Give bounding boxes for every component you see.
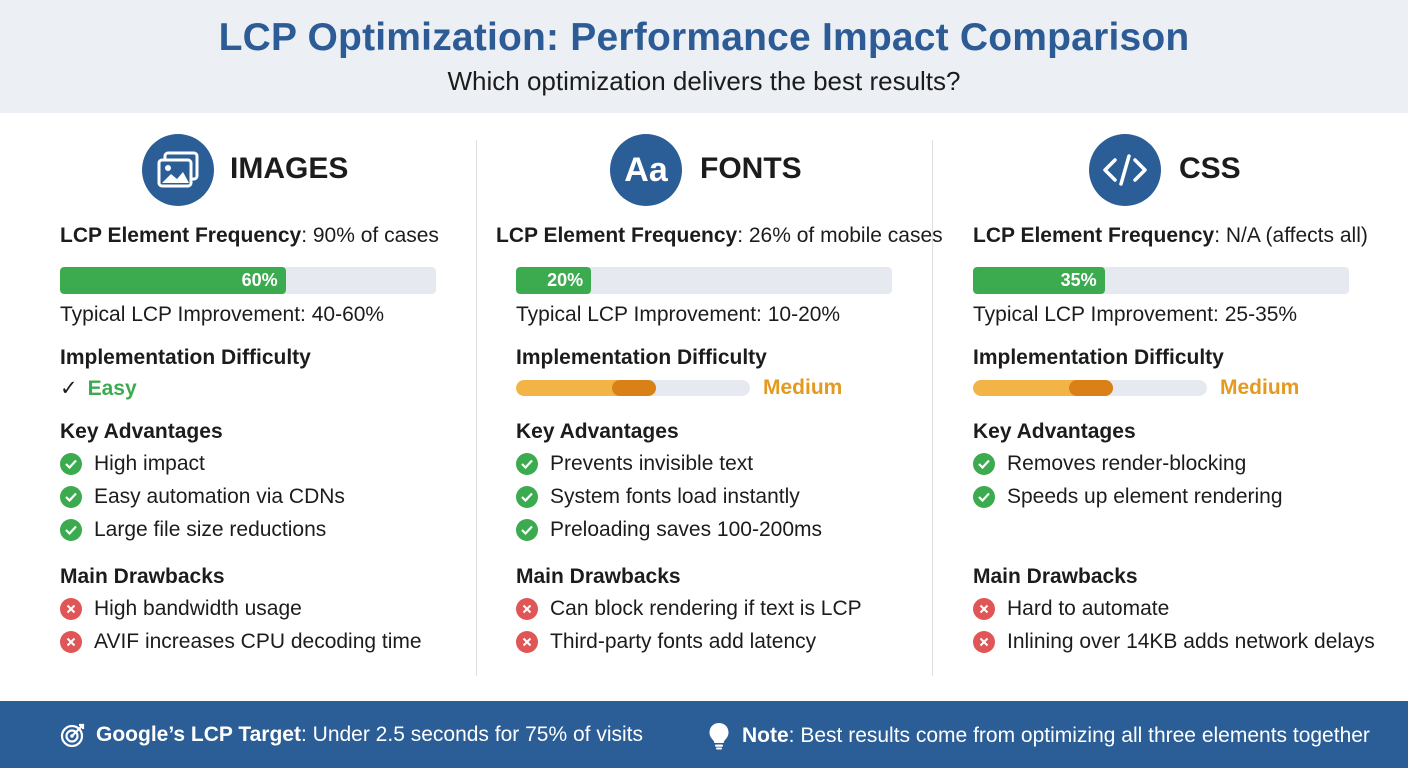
- note-label: Note: [742, 724, 789, 747]
- advantage-item: High impact: [60, 452, 205, 476]
- difficulty-bar: [973, 380, 1207, 396]
- advantage-item: Easy automation via CDNs: [60, 485, 345, 509]
- difficulty-bar-marker: [1069, 380, 1114, 396]
- improvement-bar-fill: 60%: [60, 267, 286, 294]
- check-circle-icon: [60, 486, 82, 508]
- typical-improvement: Typical LCP Improvement: 40-60%: [60, 303, 385, 326]
- advantages-heading: Key Advantages: [973, 420, 1136, 443]
- check-circle-icon: [516, 519, 538, 541]
- difficulty-easy: ✓ Easy: [60, 376, 137, 401]
- page-subtitle: Which optimization delivers the best res…: [447, 66, 961, 96]
- column-header: CSS: [973, 130, 1373, 210]
- advantage-item: Preloading saves 100-200ms: [516, 518, 822, 542]
- improvement-bar-fill: 35%: [973, 267, 1105, 294]
- improvement-bar-fill: 20%: [516, 267, 592, 294]
- drawbacks-heading: Main Drawbacks: [516, 565, 681, 588]
- improvement-bar: 35%: [973, 267, 1349, 294]
- difficulty-bar-marker: [612, 380, 657, 396]
- lcp-frequency-label: LCP Element Frequency: [496, 224, 738, 247]
- font-icon-text: Aa: [624, 150, 668, 189]
- note-text: : Best results come from optimizing all …: [788, 724, 1370, 747]
- difficulty-label: Medium: [763, 376, 843, 399]
- advantage-item: Prevents invisible text: [516, 452, 753, 476]
- improvement-bar-label: 20%: [547, 270, 584, 290]
- lcp-frequency: LCP Element Frequency: N/A (affects all): [973, 224, 1368, 248]
- advantage-item: Removes render-blocking: [973, 452, 1246, 476]
- column-divider: [932, 140, 933, 676]
- lightbulb-icon: [708, 722, 730, 750]
- difficulty-bar: [516, 380, 750, 396]
- lcp-frequency-value: : 90% of cases: [301, 224, 439, 247]
- drawback-item: Hard to automate: [973, 597, 1169, 621]
- drawback-item: Inlining over 14KB adds network delays: [973, 630, 1375, 654]
- target-icon: [60, 722, 86, 748]
- header-banner: LCP Optimization: Performance Impact Com…: [0, 0, 1408, 113]
- check-circle-icon: [516, 486, 538, 508]
- advantage-item: Large file size reductions: [60, 518, 326, 542]
- column-fonts: Aa FONTS LCP Element Frequency: 26% of m…: [496, 130, 943, 690]
- x-circle-icon: [516, 631, 538, 653]
- check-circle-icon: [60, 519, 82, 541]
- lcp-frequency: LCP Element Frequency: 90% of cases: [60, 224, 439, 248]
- drawback-item: Third-party fonts add latency: [516, 630, 816, 654]
- drawbacks-heading: Main Drawbacks: [60, 565, 225, 588]
- x-circle-icon: [60, 598, 82, 620]
- column-title: CSS: [1179, 152, 1241, 185]
- column-css: CSS LCP Element Frequency: N/A (affects …: [973, 130, 1375, 690]
- font-icon: Aa: [610, 134, 682, 206]
- code-icon: [1089, 134, 1161, 206]
- check-circle-icon: [973, 486, 995, 508]
- column-header: IMAGES: [60, 130, 460, 210]
- difficulty-label: Medium: [1220, 376, 1300, 399]
- typical-improvement: Typical LCP Improvement: 25-35%: [973, 303, 1298, 326]
- note: Note: Best results come from optimizing …: [708, 722, 1370, 750]
- drawback-item: AVIF increases CPU decoding time: [60, 630, 422, 654]
- target-text: : Under 2.5 seconds for 75% of visits: [300, 723, 643, 746]
- improvement-bar-label: 60%: [241, 270, 278, 290]
- column-header: Aa FONTS: [516, 130, 916, 210]
- improvement-bar-label: 35%: [1060, 270, 1097, 290]
- lcp-frequency-value: : N/A (affects all): [1214, 224, 1368, 247]
- advantages-heading: Key Advantages: [60, 420, 223, 443]
- improvement-bar: 60%: [60, 267, 436, 294]
- difficulty-heading: Implementation Difficulty: [60, 346, 311, 369]
- check-circle-icon: [516, 453, 538, 475]
- column-divider: [476, 140, 477, 676]
- target-label: Google’s LCP Target: [96, 723, 301, 746]
- advantage-item: System fonts load instantly: [516, 485, 800, 509]
- image-icon: [142, 134, 214, 206]
- lcp-frequency-value: : 26% of mobile cases: [737, 224, 943, 247]
- column-images: IMAGES LCP Element Frequency: 90% of cas…: [60, 130, 460, 690]
- difficulty-label: Easy: [87, 377, 137, 400]
- typical-improvement: Typical LCP Improvement: 10-20%: [516, 303, 841, 326]
- lcp-frequency-label: LCP Element Frequency: [973, 224, 1215, 247]
- check-circle-icon: [973, 453, 995, 475]
- x-circle-icon: [516, 598, 538, 620]
- check-icon: ✓: [60, 377, 78, 400]
- drawback-item: High bandwidth usage: [60, 597, 302, 621]
- x-circle-icon: [973, 631, 995, 653]
- lcp-frequency-label: LCP Element Frequency: [60, 224, 302, 247]
- difficulty-heading: Implementation Difficulty: [516, 346, 767, 369]
- check-circle-icon: [60, 453, 82, 475]
- footer-banner: Google’s LCP Target: Under 2.5 seconds f…: [0, 701, 1408, 768]
- drawback-item: Can block rendering if text is LCP: [516, 597, 862, 621]
- x-circle-icon: [973, 598, 995, 620]
- lcp-target: Google’s LCP Target: Under 2.5 seconds f…: [60, 722, 643, 748]
- advantages-heading: Key Advantages: [516, 420, 679, 443]
- improvement-bar: 20%: [516, 267, 892, 294]
- advantage-item: Speeds up element rendering: [973, 485, 1283, 509]
- page-title: LCP Optimization: Performance Impact Com…: [218, 16, 1190, 59]
- x-circle-icon: [60, 631, 82, 653]
- drawbacks-heading: Main Drawbacks: [973, 565, 1138, 588]
- column-title: IMAGES: [230, 152, 349, 185]
- column-title: FONTS: [700, 152, 802, 185]
- lcp-frequency: LCP Element Frequency: 26% of mobile cas…: [496, 224, 943, 248]
- difficulty-heading: Implementation Difficulty: [973, 346, 1224, 369]
